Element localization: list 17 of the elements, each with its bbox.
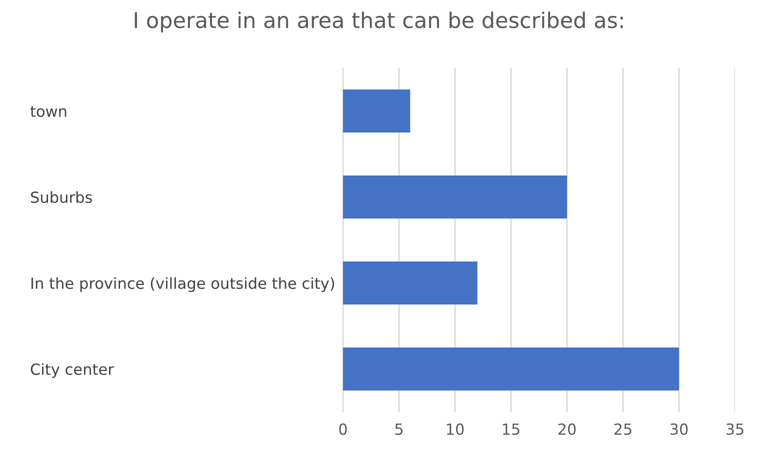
y-tick-label: City center	[30, 363, 114, 378]
x-tick-label: 20	[558, 423, 576, 435]
x-tick-label: 5	[395, 424, 403, 435]
bar	[343, 176, 567, 218]
x-tick-label: 15	[502, 424, 520, 435]
x-tick-label: 0	[339, 423, 347, 435]
bar	[343, 262, 478, 304]
chart-title: I operate in an area that can be described as:	[134, 12, 623, 32]
x-tick-label: 25	[614, 423, 632, 435]
x-tick-label: 30	[670, 423, 688, 435]
y-tick-label: In the province (village outside the city)	[32, 277, 334, 292]
y-tick-label: town	[30, 106, 66, 118]
bar	[343, 90, 410, 132]
x-tick-label: 10	[446, 423, 464, 435]
x-tick-label: 35	[726, 423, 744, 435]
y-tick-label: Suburbs	[31, 191, 92, 204]
bar	[343, 348, 679, 390]
